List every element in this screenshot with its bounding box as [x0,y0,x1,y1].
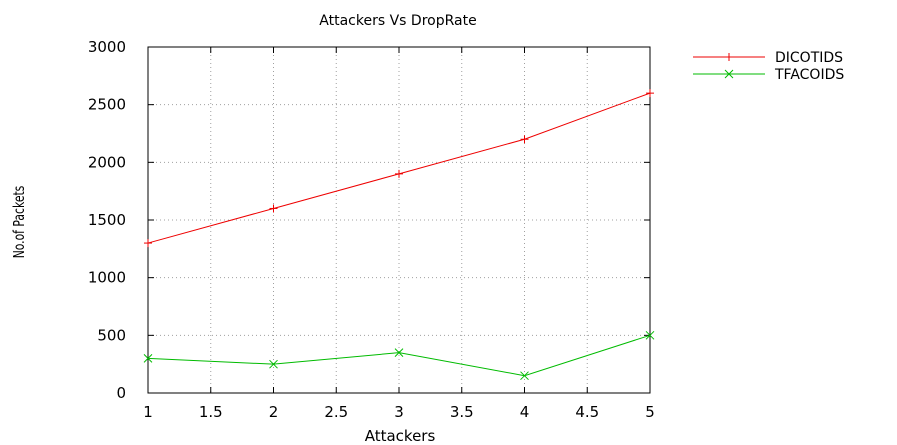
y-axis-title: No.of Packets [11,186,28,259]
data-point-dicotids [646,89,654,98]
y-tick-label: 500 [97,326,126,344]
x-tick-label: 3 [394,403,404,421]
y-tick-label: 1000 [88,269,126,287]
data-point-tfacoids [645,330,655,340]
y-tick-label: 0 [116,384,126,402]
y-tick-label: 2500 [88,96,126,114]
legend-marker-tfacoids [724,69,734,79]
x-axis-title: Attackers [365,427,436,445]
data-point-dicotids [144,239,152,248]
y-tick-label: 3000 [88,38,126,56]
legend-label-dicotids: DICOTIDS [775,50,843,66]
x-axis-tick-labels: 1 1.5 2 2.5 3 3.5 4 4.5 5 [143,403,655,421]
x-tick-label: 2.5 [324,403,348,421]
data-point-dicotids [520,135,529,144]
data-point-tfacoids [143,354,153,363]
data-point-tfacoids [520,371,529,381]
y-tick-label: 2000 [88,153,126,171]
data-point-dicotids [269,204,278,213]
axis-ticks [147,46,651,394]
data-series [143,89,655,381]
x-tick-label: 4.5 [575,403,599,421]
grid-lines [148,47,650,393]
x-tick-label: 4 [520,403,530,421]
x-tick-label: 3.5 [450,403,474,421]
data-point-dicotids [395,169,403,178]
x-tick-label: 2 [269,403,279,421]
x-tick-label: 1 [143,403,153,421]
data-point-tfacoids [394,348,404,357]
data-point-tfacoids [269,359,278,369]
x-tick-label: 1.5 [199,403,223,421]
legend-label-tfacoids: TFACOIDS [774,67,844,83]
y-axis-tick-labels: 0 500 1000 1500 2000 2500 3000 [88,38,126,402]
legend-marker-dicotids [725,53,733,61]
chart-title: Attackers Vs DropRate [319,13,476,29]
y-tick-label: 1500 [88,211,126,229]
x-tick-label: 5 [645,403,655,421]
